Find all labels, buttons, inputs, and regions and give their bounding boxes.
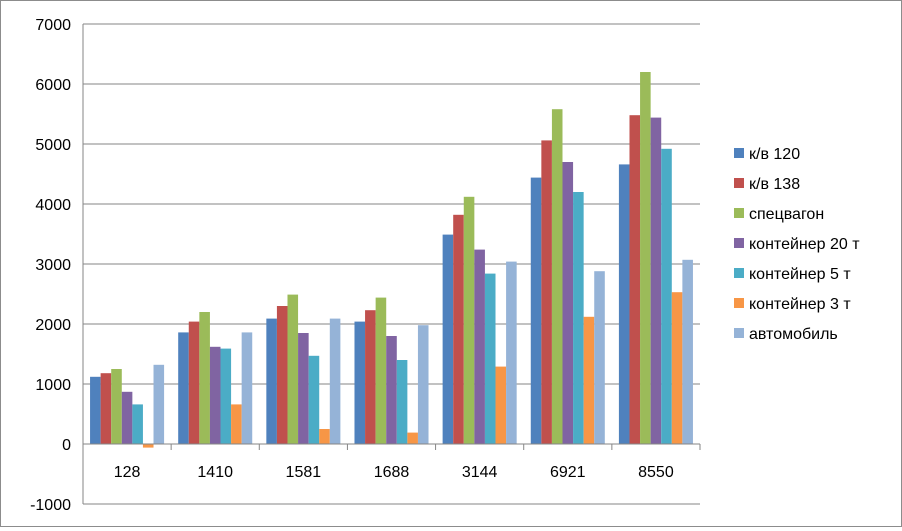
- bar: [396, 360, 408, 444]
- bar: [618, 164, 630, 444]
- bar: [90, 376, 101, 444]
- y-tick-label: 3000: [35, 257, 71, 274]
- bar: [142, 444, 154, 448]
- bar: [121, 391, 133, 444]
- bar: [209, 346, 221, 444]
- y-tick-label: 5000: [35, 137, 71, 154]
- bar: [132, 404, 143, 444]
- bar: [188, 321, 200, 444]
- bar: [231, 404, 242, 444]
- legend-swatch: [734, 328, 744, 338]
- bar: [551, 109, 563, 444]
- bar: [583, 316, 595, 444]
- legend-swatch: [734, 178, 744, 188]
- y-tick-label: 4000: [35, 197, 71, 214]
- bar: [287, 294, 299, 444]
- bar: [682, 259, 693, 444]
- y-tick-label: 1000: [35, 377, 71, 394]
- bar: [495, 366, 507, 444]
- bar: [442, 234, 454, 444]
- bar: [100, 373, 112, 444]
- x-tick-label: 8550: [638, 464, 674, 481]
- y-tick-label: 7000: [35, 17, 71, 34]
- bar: [375, 297, 387, 444]
- x-tick-label: 6921: [550, 464, 586, 481]
- legend-label: контейнер 3 т: [749, 296, 851, 313]
- bar: [506, 261, 517, 444]
- bar: [640, 72, 651, 444]
- bar: [562, 162, 574, 444]
- bar: [111, 369, 122, 444]
- bar: [661, 148, 672, 445]
- bar: [365, 310, 376, 444]
- legend-label: спецвагон: [749, 206, 824, 223]
- bar: [407, 432, 418, 444]
- bar: [453, 214, 464, 444]
- legend-label: автомобиль: [749, 326, 838, 343]
- x-tick-label: 1581: [286, 464, 322, 481]
- legend-swatch: [734, 268, 744, 278]
- x-tick-label: 1410: [197, 464, 233, 481]
- bar: [417, 325, 429, 444]
- bar: [220, 348, 232, 444]
- bar: [629, 115, 641, 444]
- bar: [541, 140, 552, 444]
- legend-label: к/в 138: [749, 176, 800, 193]
- bar: [474, 249, 485, 444]
- bar: [153, 364, 165, 444]
- y-tick-label: 2000: [35, 317, 71, 334]
- bar: [319, 429, 330, 444]
- bar: [298, 333, 309, 444]
- bar: [573, 192, 584, 444]
- legend-swatch: [734, 148, 744, 158]
- legend-swatch: [734, 238, 744, 248]
- bar: [308, 355, 320, 444]
- bar: [671, 292, 683, 444]
- legend-swatch: [734, 298, 744, 308]
- legend-label: к/в 120: [749, 146, 800, 163]
- bar: [354, 321, 366, 444]
- y-tick-label: 6000: [35, 77, 71, 94]
- x-tick-label: 3144: [462, 464, 498, 481]
- legend-label: контейнер 20 т: [749, 236, 860, 253]
- bar: [329, 318, 341, 444]
- x-tick-label: 1688: [374, 464, 410, 481]
- y-tick-label: -1000: [30, 497, 71, 514]
- bar: [241, 332, 253, 444]
- bar: [463, 196, 475, 444]
- bar: [386, 336, 397, 444]
- bar: [199, 312, 210, 444]
- legend-label: контейнер 5 т: [749, 266, 851, 283]
- bar: [276, 306, 288, 444]
- bar: [530, 177, 542, 444]
- bar: [178, 332, 189, 444]
- bar: [266, 318, 277, 444]
- y-tick-label: 0: [62, 437, 71, 454]
- legend-swatch: [734, 208, 744, 218]
- x-tick-label: 128: [114, 464, 141, 481]
- bar: [650, 117, 662, 444]
- bar: [594, 271, 605, 444]
- bar: [484, 273, 496, 444]
